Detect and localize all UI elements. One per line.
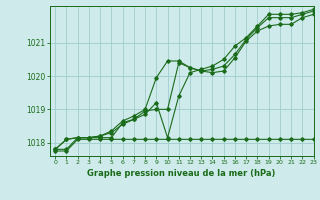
X-axis label: Graphe pression niveau de la mer (hPa): Graphe pression niveau de la mer (hPa) xyxy=(87,169,276,178)
